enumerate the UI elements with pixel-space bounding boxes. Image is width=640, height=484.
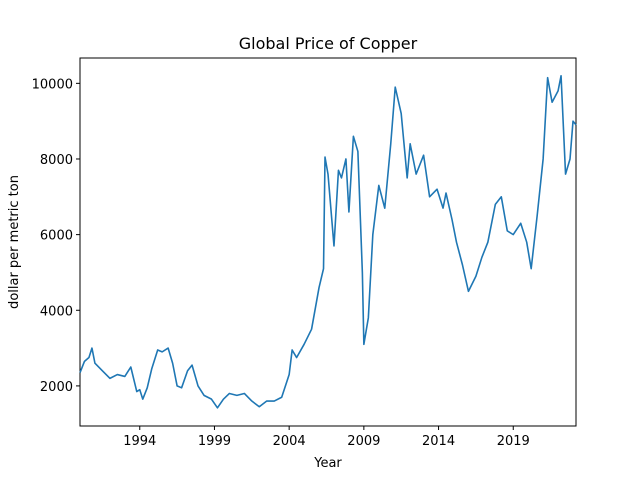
y-tick-label: 8000 bbox=[40, 153, 73, 168]
y-tick-label: 4000 bbox=[40, 304, 73, 319]
y-tick-label: 6000 bbox=[40, 229, 73, 244]
x-tick-label: 2009 bbox=[347, 434, 380, 449]
x-tick-label: 1999 bbox=[198, 434, 231, 449]
y-axis-label: dollar per metric ton bbox=[7, 175, 22, 309]
price-line bbox=[79, 74, 577, 409]
axes-frame bbox=[79, 57, 577, 427]
y-tick-label: 2000 bbox=[40, 380, 73, 395]
x-tick-label: 1994 bbox=[123, 434, 156, 449]
x-tick-label: 2004 bbox=[273, 434, 306, 449]
x-tick-label: 2014 bbox=[422, 434, 455, 449]
x-tick-label: 2019 bbox=[497, 434, 530, 449]
y-tick-label: 10000 bbox=[32, 77, 73, 92]
chart-title: Global Price of Copper bbox=[239, 34, 418, 53]
x-axis-label: Year bbox=[313, 456, 342, 471]
